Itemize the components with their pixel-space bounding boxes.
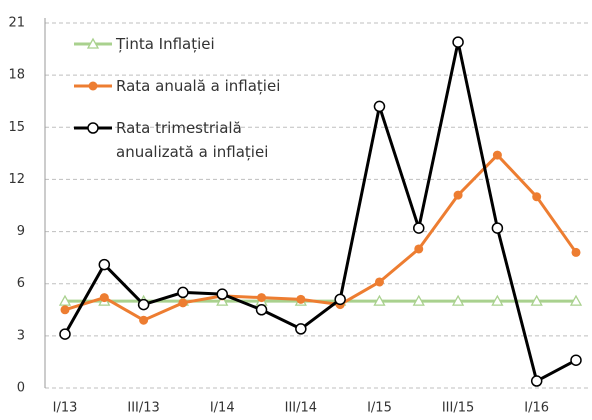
- series-line: [64, 152, 578, 322]
- y-tick-label: 18: [8, 68, 25, 83]
- marker: [86, 37, 100, 49]
- legend-swatch: [74, 122, 112, 134]
- marker: [87, 122, 99, 134]
- marker: [88, 81, 98, 91]
- marker: [177, 286, 189, 299]
- marker: [452, 36, 464, 48]
- marker: [532, 192, 542, 202]
- x-tick-label: I/16: [524, 401, 549, 416]
- marker: [453, 190, 463, 200]
- legend-swatch: [74, 37, 112, 49]
- marker: [530, 375, 543, 387]
- legend-label: Ținta Inflației: [116, 35, 215, 53]
- legend-swatch: [74, 81, 112, 91]
- y-tick-label: 21: [8, 16, 25, 31]
- marker: [216, 294, 229, 306]
- x-tick-label: I/14: [210, 401, 235, 416]
- marker: [99, 293, 109, 303]
- marker: [137, 298, 150, 311]
- x-tick-label: III/13: [127, 401, 159, 416]
- marker: [492, 150, 502, 160]
- marker: [412, 294, 425, 306]
- marker: [373, 294, 386, 306]
- y-tick-label: 9: [17, 224, 25, 239]
- marker: [570, 354, 582, 366]
- x-tick-label: III/14: [285, 401, 317, 416]
- marker: [59, 328, 71, 340]
- y-tick-label: 6: [17, 276, 25, 291]
- x-tick-label: I/13: [53, 401, 78, 416]
- marker: [530, 294, 543, 306]
- marker: [98, 258, 111, 271]
- legend-label: Rata trimestrială anualizată a inflației: [116, 119, 269, 161]
- series-line: [63, 41, 577, 384]
- marker: [491, 222, 504, 234]
- marker: [569, 294, 583, 306]
- marker: [216, 288, 228, 300]
- x-tick-label: III/15: [442, 401, 474, 416]
- y-tick-label: 0: [17, 381, 25, 396]
- marker: [255, 304, 268, 316]
- marker: [491, 294, 504, 306]
- marker: [257, 293, 267, 303]
- marker: [295, 323, 307, 335]
- legend-item: Rata anuală a inflației: [72, 74, 316, 98]
- marker: [139, 315, 149, 325]
- marker: [374, 277, 384, 287]
- marker: [178, 298, 188, 308]
- legend-item: Rata trimestrială anualizată a inflației: [72, 116, 316, 164]
- y-tick-label: 15: [8, 120, 25, 135]
- marker: [413, 222, 425, 234]
- marker: [451, 294, 465, 306]
- marker: [296, 294, 306, 304]
- x-tick-label: I/15: [367, 401, 392, 416]
- marker: [373, 100, 386, 113]
- legend-item: Ținta Inflației: [72, 32, 316, 56]
- y-tick-label: 3: [17, 328, 25, 343]
- legend-label: Rata anuală a inflației: [116, 77, 281, 95]
- y-tick-label: 12: [8, 172, 25, 187]
- marker: [571, 247, 581, 257]
- marker: [58, 294, 72, 306]
- marker: [60, 305, 70, 315]
- marker: [334, 293, 346, 306]
- marker: [414, 244, 424, 254]
